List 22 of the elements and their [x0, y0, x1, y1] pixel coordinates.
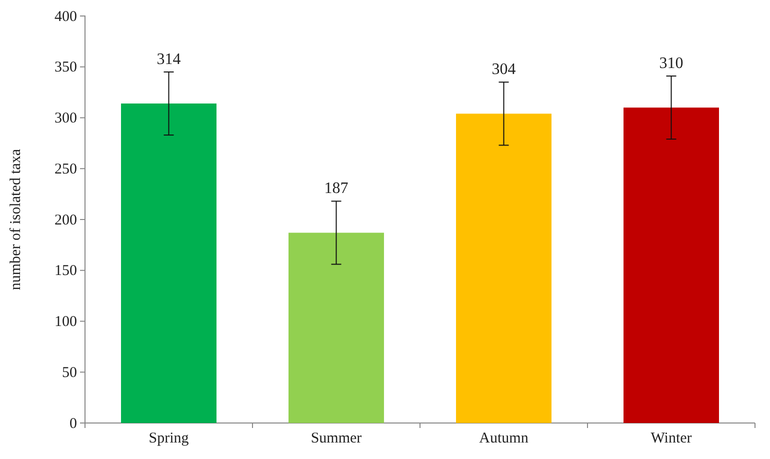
- y-tick-label: 150: [54, 263, 77, 280]
- x-tick-label: Winter: [650, 430, 692, 446]
- y-tick-label: 200: [54, 212, 77, 228]
- y-tick-label: 0: [70, 416, 77, 432]
- y-tick-label: 100: [54, 314, 77, 330]
- bar: [456, 114, 552, 423]
- y-tick-label: 250: [54, 161, 77, 178]
- data-label: 310: [659, 55, 684, 72]
- y-tick-label: 350: [54, 60, 77, 76]
- x-tick-label: Summer: [310, 430, 362, 446]
- bar: [288, 232, 384, 423]
- y-tick-label: 50: [62, 364, 77, 381]
- data-label: 314: [156, 50, 181, 68]
- y-tick-label: 400: [54, 8, 77, 25]
- data-label: 304: [492, 61, 516, 78]
- x-tick-label: Autumn: [479, 430, 529, 446]
- y-tick-label: 300: [54, 110, 77, 127]
- y-axis-title: number of isolated taxa: [8, 148, 24, 290]
- bar: [624, 108, 719, 423]
- x-tick-label: Spring: [148, 430, 190, 446]
- data-label: 187: [324, 180, 348, 198]
- bar: [121, 104, 216, 423]
